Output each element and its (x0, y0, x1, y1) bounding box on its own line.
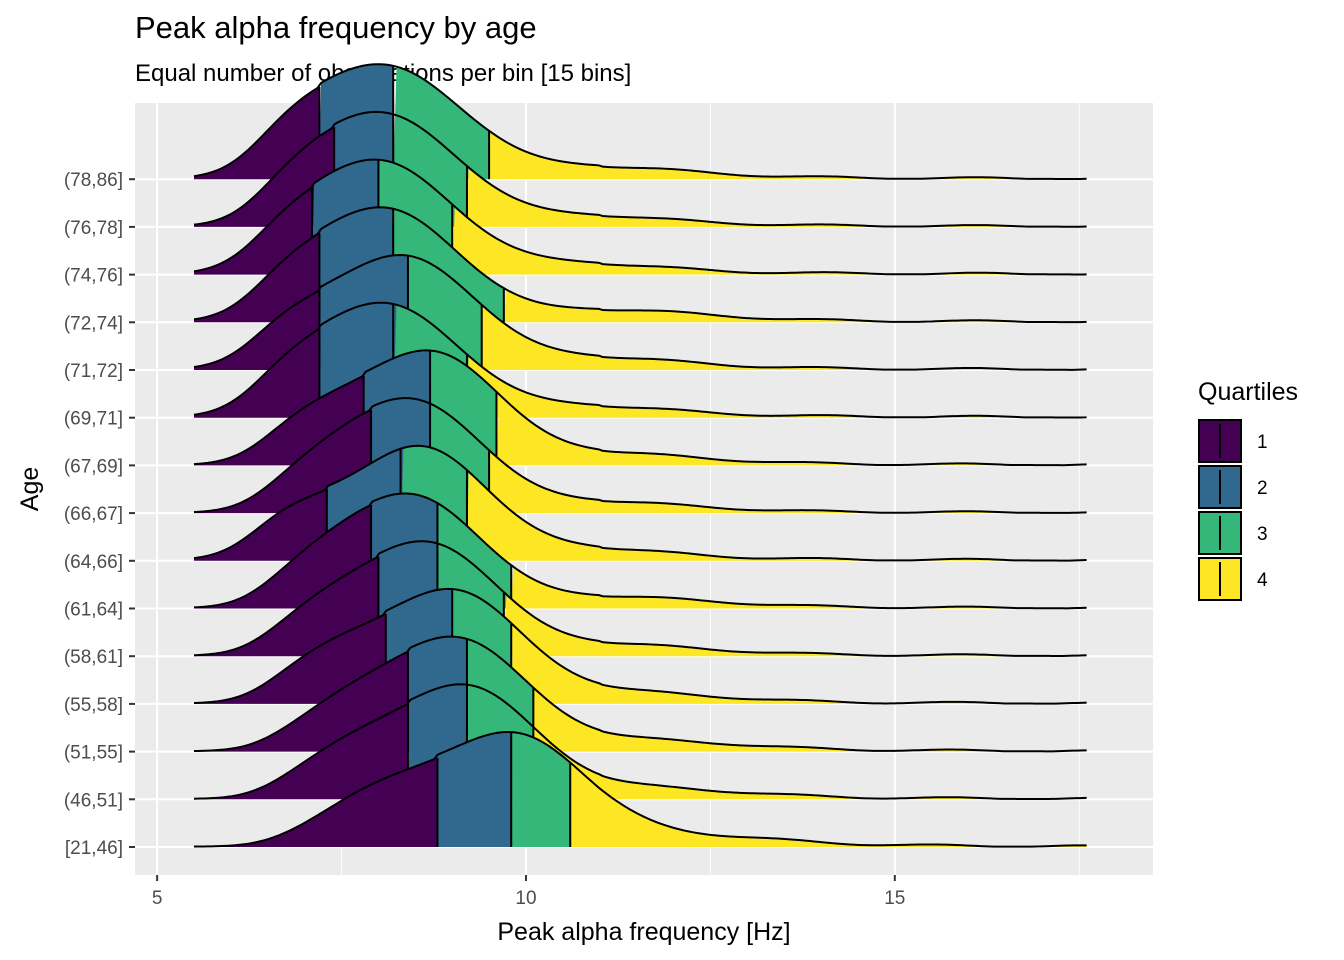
y-tick-label: (71,72] (64, 361, 123, 382)
quartile-1-area (194, 703, 408, 800)
quartile-1-area (194, 232, 320, 323)
ridge-outline (193, 492, 1087, 610)
y-tick-label: (64,66] (64, 552, 123, 573)
quartile-4-area (503, 594, 1087, 657)
ridge-outline (193, 158, 1087, 276)
y-tick-label: (69,71] (64, 409, 123, 430)
quartile-1-area (194, 86, 320, 180)
x-tick-label: 15 (884, 888, 905, 909)
quartile-1-area (194, 328, 320, 418)
ridge-outline (193, 540, 1087, 658)
quartile-1-area (194, 504, 372, 609)
legend-label-3: 3 (1257, 524, 1268, 545)
y-axis-title: Age (16, 467, 44, 511)
y-tick-label: (72,74] (64, 313, 123, 334)
y-tick-label: (74,76] (64, 266, 123, 287)
legend-label-1: 1 (1257, 432, 1268, 453)
y-tick-label: (61,64] (64, 600, 123, 621)
x-axis-title: Peak alpha frequency [Hz] (497, 918, 790, 946)
quartile-4-area (489, 130, 1087, 180)
ridge-outline (193, 253, 1087, 371)
ridge-outline (193, 63, 1087, 181)
legend: Quartiles 1 2 3 4 (1198, 378, 1298, 601)
quartile-3-area (511, 732, 571, 847)
quartile-4-area (533, 688, 1087, 752)
quartile-4-area (481, 305, 1087, 370)
y-tick-label: (46,51] (64, 790, 123, 811)
ridge-outline (193, 635, 1087, 753)
quartile-4-area (511, 625, 1087, 704)
quartile-1-area (194, 187, 313, 275)
quartile-4-area (496, 394, 1087, 466)
x-tick-label: 5 (152, 888, 163, 909)
legend-label-2: 2 (1257, 478, 1268, 499)
ridge-outline (193, 444, 1087, 562)
quartile-4-area (466, 167, 1087, 227)
ridge-outline (193, 110, 1087, 228)
quartile-1-area (194, 651, 408, 752)
ridge-outline (193, 683, 1087, 801)
ridge-outline (193, 301, 1087, 419)
y-tick-label: (67,69] (64, 456, 123, 477)
quartile-4-area (466, 355, 1087, 418)
y-tick-label: (66,67] (64, 504, 123, 525)
quartile-1-area (194, 556, 379, 657)
ridges (193, 63, 1087, 848)
ridge-outline (193, 206, 1087, 324)
quartile-1-area (194, 489, 327, 561)
y-axis: [21,46] (46,51] (51,55] (55,58] (58,61] (61,6… (64, 170, 135, 859)
quartile-4-area (489, 450, 1087, 514)
ridge-outline (193, 587, 1087, 705)
y-tick-label: (78,86] (64, 170, 123, 191)
legend-label-4: 4 (1257, 570, 1268, 591)
chart-title: Peak alpha frequency by age (135, 10, 537, 45)
quartile-2-area (437, 732, 512, 847)
quartile-4-area (503, 289, 1087, 323)
legend-title: Quartiles (1198, 378, 1298, 406)
quartile-4-area (452, 206, 1087, 275)
ridge-outline (194, 730, 1087, 848)
ridge-outline (193, 349, 1087, 467)
ridge-[21,46] (194, 730, 1087, 848)
y-tick-label: (58,61] (64, 647, 123, 668)
y-tick-label: (55,58] (64, 695, 123, 716)
quartile-1-area (194, 757, 438, 847)
y-tick-label: [21,46] (65, 838, 123, 859)
ridge-outline (193, 397, 1087, 514)
quartile-4-area (466, 471, 1087, 561)
quartile-4-area (570, 763, 1087, 847)
x-tick-label: 10 (515, 888, 536, 909)
x-axis: 5 10 15 (152, 875, 905, 909)
y-tick-label: (51,55] (64, 743, 123, 764)
y-tick-label: (76,78] (64, 218, 123, 239)
